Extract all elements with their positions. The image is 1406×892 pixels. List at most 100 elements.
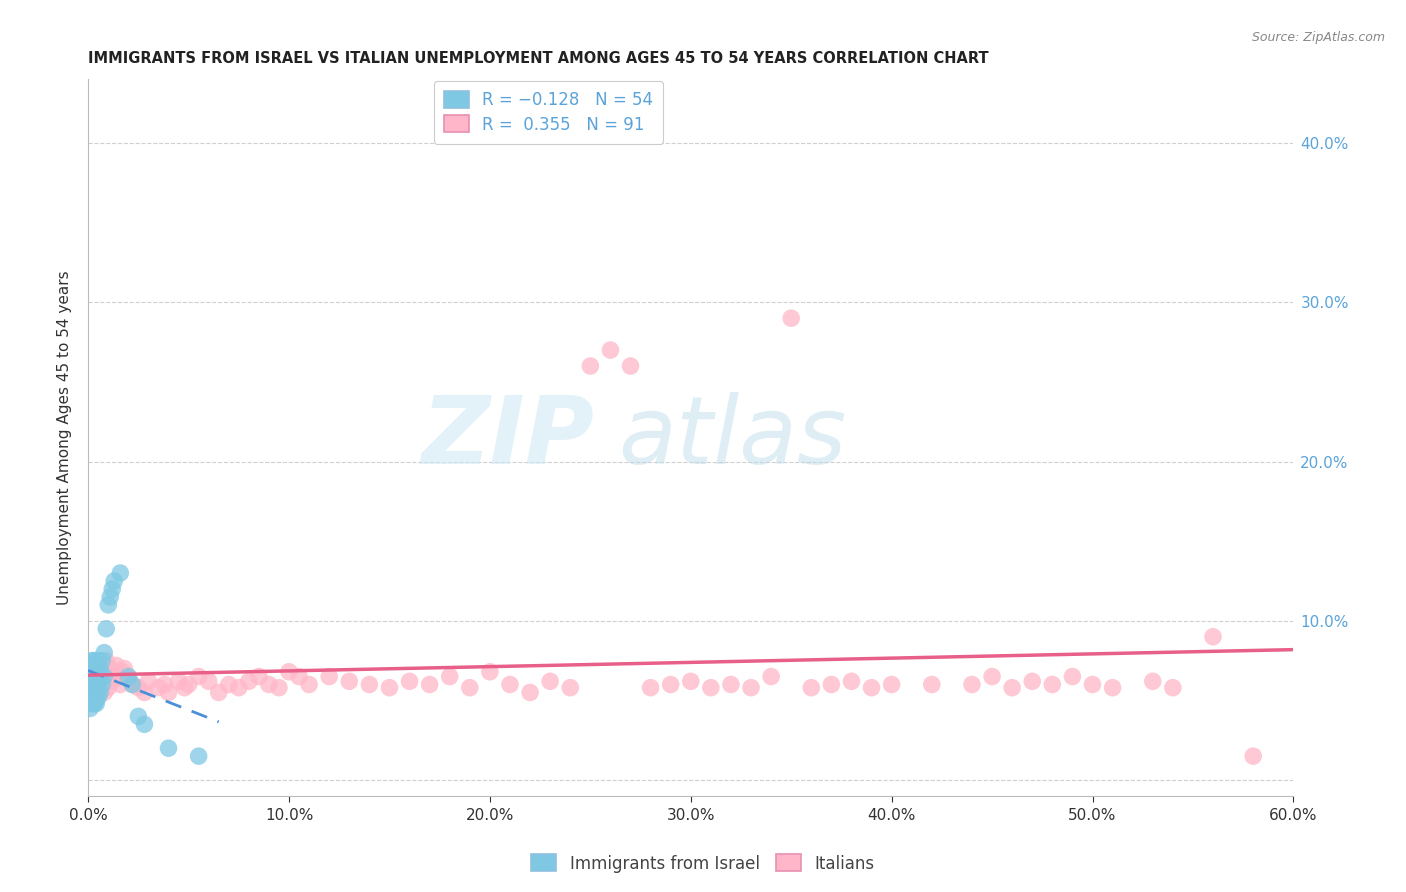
Point — [84, 665, 107, 679]
Point — [91, 674, 114, 689]
Point — [84, 681, 107, 695]
Y-axis label: Unemployment Among Ages 45 to 54 years: Unemployment Among Ages 45 to 54 years — [58, 270, 72, 605]
Point — [93, 669, 115, 683]
Point — [84, 685, 107, 699]
Point — [560, 681, 582, 695]
Point — [157, 741, 180, 756]
Point — [82, 665, 104, 679]
Point — [84, 662, 107, 676]
Point — [780, 311, 803, 326]
Point — [112, 662, 135, 676]
Point — [87, 662, 110, 676]
Point — [378, 681, 401, 695]
Point — [98, 590, 121, 604]
Point — [298, 677, 321, 691]
Point — [134, 717, 156, 731]
Point — [87, 677, 110, 691]
Point — [981, 669, 1004, 683]
Point — [83, 690, 105, 705]
Point — [134, 685, 156, 699]
Point — [700, 681, 723, 695]
Point — [318, 669, 340, 683]
Point — [197, 674, 219, 689]
Point — [538, 674, 561, 689]
Point — [87, 665, 110, 679]
Point — [1142, 674, 1164, 689]
Point — [1062, 669, 1084, 683]
Point — [89, 662, 111, 676]
Point — [84, 697, 107, 711]
Point — [579, 359, 602, 373]
Point — [79, 677, 101, 691]
Point — [278, 665, 301, 679]
Point — [177, 677, 200, 691]
Point — [97, 681, 120, 695]
Point — [93, 685, 115, 699]
Point — [103, 574, 125, 588]
Point — [860, 681, 883, 695]
Point — [83, 681, 105, 695]
Point — [1081, 677, 1104, 691]
Point — [153, 677, 176, 691]
Point — [98, 662, 121, 676]
Point — [83, 665, 105, 679]
Text: ZIP: ZIP — [422, 392, 595, 483]
Point — [1040, 677, 1063, 691]
Point — [103, 665, 125, 679]
Point — [121, 677, 143, 691]
Point — [208, 685, 231, 699]
Point — [82, 677, 104, 691]
Point — [117, 669, 139, 683]
Point — [82, 697, 104, 711]
Point — [640, 681, 662, 695]
Point — [1202, 630, 1225, 644]
Point — [89, 669, 111, 683]
Point — [93, 665, 115, 679]
Point — [84, 669, 107, 683]
Point — [619, 359, 641, 373]
Point — [96, 654, 118, 668]
Point — [960, 677, 983, 691]
Point — [79, 662, 101, 676]
Point — [91, 654, 114, 668]
Point — [83, 662, 105, 676]
Point — [79, 693, 101, 707]
Point — [84, 674, 107, 689]
Point — [599, 343, 621, 357]
Point — [117, 669, 139, 683]
Point — [1101, 681, 1123, 695]
Legend: R = −0.128   N = 54, R =  0.355   N = 91: R = −0.128 N = 54, R = 0.355 N = 91 — [434, 80, 664, 144]
Point — [359, 677, 381, 691]
Point — [679, 674, 702, 689]
Point — [288, 669, 311, 683]
Point — [800, 681, 823, 695]
Point — [91, 677, 114, 691]
Point — [519, 685, 541, 699]
Point — [659, 677, 682, 691]
Point — [187, 669, 209, 683]
Point — [83, 677, 105, 691]
Point — [91, 658, 114, 673]
Point — [121, 677, 143, 691]
Point — [247, 669, 270, 683]
Point — [79, 701, 101, 715]
Point — [841, 674, 863, 689]
Point — [82, 674, 104, 689]
Point — [87, 677, 110, 691]
Point — [89, 681, 111, 695]
Text: IMMIGRANTS FROM ISRAEL VS ITALIAN UNEMPLOYMENT AMONG AGES 45 TO 54 YEARS CORRELA: IMMIGRANTS FROM ISRAEL VS ITALIAN UNEMPL… — [89, 51, 988, 66]
Point — [458, 681, 481, 695]
Point — [187, 749, 209, 764]
Point — [167, 674, 190, 689]
Point — [1021, 674, 1043, 689]
Point — [79, 685, 101, 699]
Point — [157, 685, 180, 699]
Point — [82, 658, 104, 673]
Point — [880, 677, 903, 691]
Point — [83, 669, 105, 683]
Text: atlas: atlas — [619, 392, 846, 483]
Point — [101, 674, 124, 689]
Point — [83, 654, 105, 668]
Point — [138, 674, 160, 689]
Point — [499, 677, 522, 691]
